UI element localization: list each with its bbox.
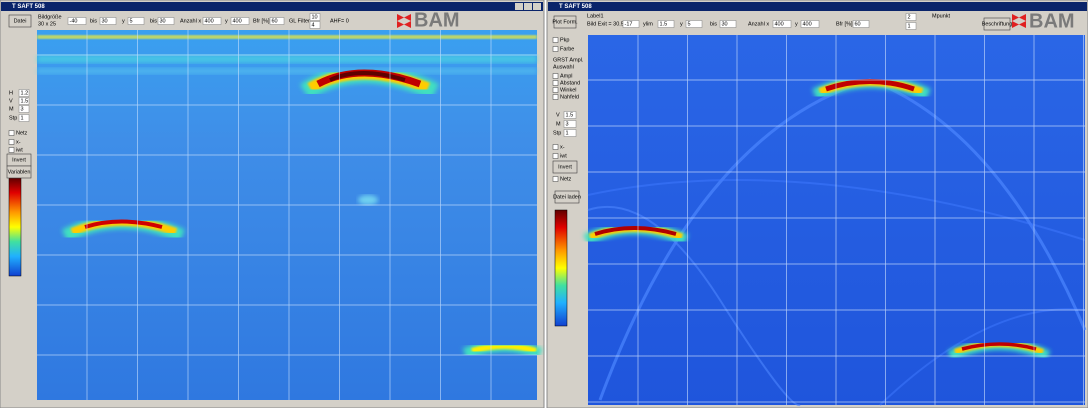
checkbox[interactable]	[553, 38, 558, 43]
label: GRST Ampl.	[553, 57, 584, 63]
input-value: 1	[21, 115, 24, 121]
button-label: Invert	[12, 157, 26, 163]
label: Bfr [%]	[253, 18, 270, 24]
input-value: 3	[566, 121, 569, 127]
button-label: Plot Form.	[552, 19, 578, 25]
label: Anzahl x	[180, 18, 201, 24]
checkbox-label: x-	[16, 139, 21, 145]
button-label: Beschriftung	[982, 21, 1013, 27]
input-value: 30	[722, 21, 728, 27]
checkbox-label: Farbe	[560, 46, 574, 52]
label: Auswahl	[553, 64, 574, 70]
input-value: 3	[21, 106, 24, 112]
checkbox[interactable]	[553, 88, 558, 93]
checkbox-label: x-	[560, 144, 565, 150]
label: M	[556, 121, 561, 127]
input-value: 2	[908, 14, 911, 20]
screen: T SAFT 508 BAM Datei Bildgröße30 x 25 -40 b…	[0, 0, 1088, 408]
input-value: 1.2	[21, 90, 29, 96]
logo: BAM	[414, 9, 460, 31]
label: y	[795, 21, 798, 27]
label: bis	[90, 18, 97, 24]
label: bis	[150, 18, 157, 24]
button-label: Datei	[14, 18, 27, 24]
input-value: 5	[130, 18, 133, 24]
checkbox-label: Winkel	[560, 87, 577, 93]
input-value: 1	[908, 23, 911, 29]
label: Stp	[9, 115, 17, 121]
label: Bild Exit = 30.5	[587, 21, 624, 27]
checkbox[interactable]	[553, 177, 558, 182]
checkbox-label: Ampl	[560, 73, 573, 79]
checkbox-label: Nahfeld	[560, 94, 579, 100]
checkbox[interactable]	[9, 131, 14, 136]
label: GL Filter	[289, 18, 310, 24]
input-value: 1.5	[21, 98, 29, 104]
checkbox-label: iwt	[560, 153, 567, 159]
input-value: 400	[803, 21, 812, 27]
label: y	[680, 21, 683, 27]
window-button[interactable]	[533, 3, 541, 10]
checkbox[interactable]	[553, 95, 558, 100]
checkbox[interactable]	[553, 154, 558, 159]
checkbox-label: iwt	[16, 147, 23, 153]
window-title: T SAFT 508	[12, 4, 45, 10]
label: M	[9, 106, 14, 112]
input-value: 30	[160, 18, 166, 24]
label: Bfr [%]	[836, 21, 853, 27]
input-value: 400	[233, 18, 242, 24]
input-value: 400	[205, 18, 214, 24]
title-bar	[548, 2, 1087, 11]
label: ylim	[643, 21, 653, 27]
label: V	[556, 112, 560, 118]
label: Anzahl x	[748, 21, 769, 27]
input-value: 1.5	[660, 21, 668, 27]
label: y	[122, 18, 125, 24]
label: AHF= 0	[330, 18, 349, 24]
label: bis	[710, 21, 717, 27]
label: V	[9, 98, 13, 104]
checkbox-label: Abstand	[560, 80, 580, 86]
checkbox-label: Netz	[16, 130, 28, 136]
label: Mpunkt	[932, 13, 951, 19]
checkbox[interactable]	[9, 140, 14, 145]
button-label: Variablen	[8, 169, 31, 175]
checkbox[interactable]	[553, 145, 558, 150]
label: 30 x 25	[38, 21, 56, 27]
colorbar	[555, 210, 567, 326]
bscan-image	[37, 30, 537, 400]
label: Bildgröße	[38, 14, 62, 20]
checkbox-label: Pkp	[560, 37, 569, 43]
checkbox[interactable]	[553, 74, 558, 79]
checkbox[interactable]	[553, 47, 558, 52]
window-button[interactable]	[524, 3, 532, 10]
logo: BAM	[1029, 10, 1075, 32]
checkbox[interactable]	[9, 148, 14, 153]
label: y	[225, 18, 228, 24]
label: Label1	[587, 13, 604, 19]
input-value: 4	[312, 22, 315, 28]
input-value: -40	[70, 18, 78, 24]
input-value: 30	[102, 18, 108, 24]
input-value: -17	[625, 21, 633, 27]
checkbox-label: Netz	[560, 176, 572, 182]
input-value: 60	[272, 18, 278, 24]
checkbox[interactable]	[553, 81, 558, 86]
input-value: 1.5	[566, 112, 574, 118]
input-value: 1	[566, 130, 569, 136]
colorbar	[9, 178, 21, 276]
window-button[interactable]	[515, 3, 523, 10]
button-label: Invert	[558, 164, 572, 170]
input-value: 400	[775, 21, 784, 27]
input-value: 60	[855, 21, 861, 27]
button-label: Datei laden	[553, 194, 581, 200]
label: H	[9, 90, 13, 96]
title-bar	[1, 2, 543, 11]
input-value: 5	[688, 21, 691, 27]
input-value: 10	[312, 14, 318, 20]
window-title: T SAFT 508	[559, 4, 592, 10]
label: Stp	[553, 130, 561, 136]
